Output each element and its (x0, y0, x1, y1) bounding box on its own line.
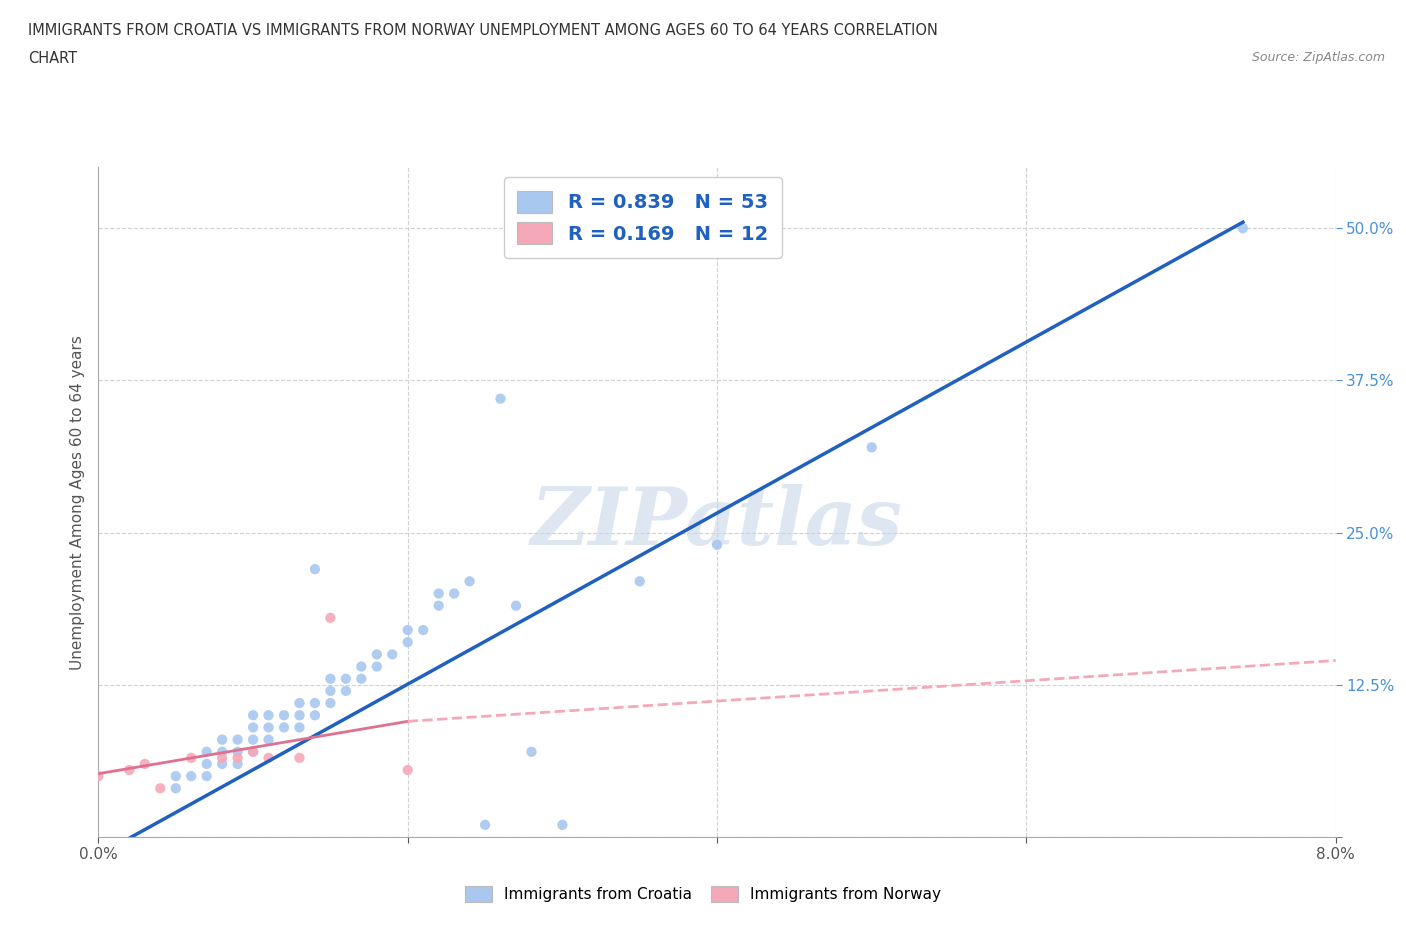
Point (458, 574, 481, 589)
Point (319, 696, 342, 711)
Point (706, 538, 728, 552)
Point (288, 696, 311, 711)
Y-axis label: Unemployment Among Ages 60 to 64 years: Unemployment Among Ages 60 to 64 years (69, 335, 84, 670)
Point (288, 708, 311, 723)
Point (335, 671, 357, 686)
Point (165, 781, 187, 796)
Point (412, 622, 434, 637)
Point (195, 769, 218, 784)
Point (319, 610, 342, 625)
Point (427, 586, 450, 601)
Legend: R = 0.839   N = 53, R = 0.169   N = 12: R = 0.839 N = 53, R = 0.169 N = 12 (503, 177, 782, 258)
Point (180, 751, 202, 765)
Point (427, 598, 450, 613)
Text: CHART: CHART (28, 51, 77, 66)
Point (242, 720, 264, 735)
Point (551, 817, 574, 832)
Point (335, 684, 357, 698)
Point (257, 732, 280, 747)
Point (366, 659, 388, 674)
Point (396, 763, 419, 777)
Point (226, 732, 249, 747)
Point (396, 635, 419, 650)
Point (520, 744, 543, 759)
Point (242, 744, 264, 759)
Point (860, 440, 883, 455)
Point (288, 720, 311, 735)
Point (211, 756, 233, 771)
Point (489, 392, 512, 406)
Point (304, 708, 326, 723)
Point (304, 696, 326, 711)
Point (350, 659, 373, 674)
Point (1232, 220, 1254, 235)
Point (195, 756, 218, 771)
Point (242, 708, 264, 723)
Point (211, 732, 233, 747)
Point (319, 684, 342, 698)
Point (474, 817, 496, 832)
Point (134, 756, 156, 771)
Point (257, 751, 280, 765)
Point (319, 671, 342, 686)
Point (165, 769, 187, 784)
Point (273, 720, 295, 735)
Text: IMMIGRANTS FROM CROATIA VS IMMIGRANTS FROM NORWAY UNEMPLOYMENT AMONG AGES 60 TO : IMMIGRANTS FROM CROATIA VS IMMIGRANTS FR… (28, 23, 938, 38)
Point (257, 720, 280, 735)
Point (226, 756, 249, 771)
Point (242, 732, 264, 747)
Point (396, 622, 419, 637)
Point (180, 769, 202, 784)
Point (211, 744, 233, 759)
Point (195, 744, 218, 759)
Point (257, 708, 280, 723)
Point (443, 586, 465, 601)
Legend: Immigrants from Croatia, Immigrants from Norway: Immigrants from Croatia, Immigrants from… (458, 880, 948, 909)
Point (226, 751, 249, 765)
Text: ZIPatlas: ZIPatlas (531, 484, 903, 561)
Point (87, 769, 110, 784)
Point (288, 751, 311, 765)
Point (226, 744, 249, 759)
Point (304, 562, 326, 577)
Point (628, 574, 651, 589)
Point (273, 708, 295, 723)
Point (366, 647, 388, 662)
Point (211, 751, 233, 765)
Point (242, 744, 264, 759)
Point (350, 671, 373, 686)
Point (118, 763, 141, 777)
Point (381, 647, 404, 662)
Point (505, 598, 527, 613)
Text: Source: ZipAtlas.com: Source: ZipAtlas.com (1251, 51, 1385, 64)
Point (149, 781, 172, 796)
